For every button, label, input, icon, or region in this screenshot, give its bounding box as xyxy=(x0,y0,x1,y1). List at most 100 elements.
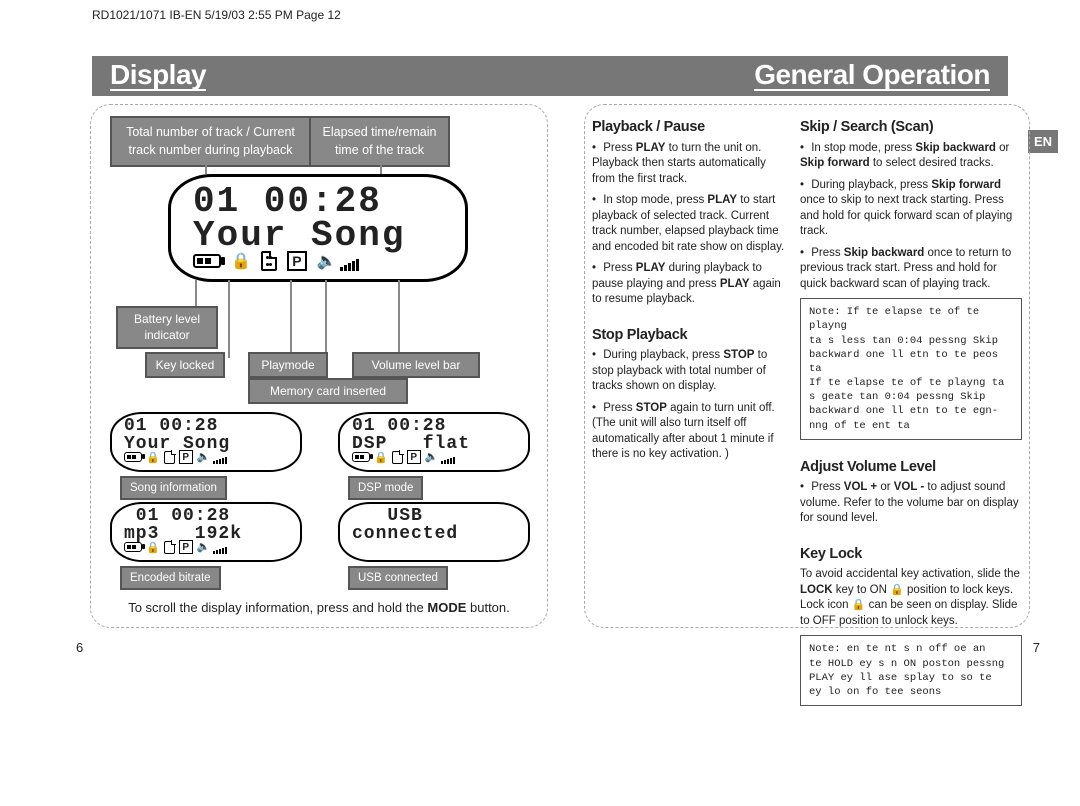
callout-keylocked: Key locked xyxy=(145,352,225,378)
lcd-line2: Your Song xyxy=(193,215,405,256)
lcd-icon-row: P 🔈 xyxy=(193,251,359,271)
body-bold: PLAY xyxy=(720,278,750,290)
bottom-scroll-note: To scroll the display information, press… xyxy=(110,600,528,615)
body-text: During playback, press xyxy=(603,349,723,361)
playmode-icon: P xyxy=(179,540,193,554)
mini-lcd-line: connected xyxy=(352,524,458,544)
heading-playback: Playback / Pause xyxy=(592,118,790,138)
body-bold: Skip forward xyxy=(931,179,1001,191)
lock-icon: 🔒 xyxy=(852,599,866,611)
body-bold: PLAY xyxy=(636,142,666,154)
memory-card-icon xyxy=(261,251,277,271)
body-bold: STOP xyxy=(723,349,754,361)
body-text: Press xyxy=(811,247,844,259)
note-text: button. xyxy=(466,600,509,615)
lock-icon xyxy=(374,448,388,466)
body-text: During playback, press xyxy=(811,179,931,191)
volume-section: Adjust Volume Level • Press VOL + or VOL… xyxy=(800,458,1022,527)
heading-keylock: Key Lock xyxy=(800,545,1022,565)
playmode-icon: P xyxy=(287,251,307,271)
right-page-col-left: Playback / Pause • Press PLAY to turn th… xyxy=(592,118,790,481)
body-bold: LOCK xyxy=(800,584,833,596)
memory-card-icon xyxy=(164,541,175,554)
battery-icon xyxy=(124,542,142,552)
callout-line xyxy=(380,160,382,174)
stop-section: Stop Playback • During playback, press S… xyxy=(592,326,790,463)
battery-icon xyxy=(124,452,142,462)
volume-icon: 🔈 xyxy=(317,251,359,271)
body-text: or xyxy=(877,481,894,493)
mini-lcd-usb: USB connected xyxy=(338,502,530,562)
body-text: Press xyxy=(603,142,636,154)
mini-caption: Song information xyxy=(120,476,227,500)
body-text: In stop mode, press xyxy=(603,194,707,206)
playback-section: Playback / Pause • Press PLAY to turn th… xyxy=(592,118,790,308)
page-number-right: 7 xyxy=(1033,640,1040,655)
heading-stop: Stop Playback xyxy=(592,326,790,346)
body-text: key to ON xyxy=(833,584,891,596)
keylock-section: Key Lock To avoid accidental key activat… xyxy=(800,545,1022,706)
lock-icon xyxy=(146,538,160,556)
right-page-col-right: Skip / Search (Scan) • In stop mode, pre… xyxy=(800,118,1022,724)
lock-icon: 🔒 xyxy=(890,584,904,596)
body-text: Press xyxy=(603,402,636,414)
callout-playmode: Playmode xyxy=(248,352,328,378)
body-bold: Skip forward xyxy=(800,157,870,169)
body-text: To avoid accidental key activation, slid… xyxy=(800,568,1020,580)
mini-lcd-line: 01 00:28 xyxy=(124,416,218,436)
battery-icon xyxy=(352,452,370,462)
callout-line xyxy=(398,280,400,358)
callout-line xyxy=(205,160,207,174)
volume-icon: 🔈 xyxy=(197,450,228,464)
section-title-right: General Operation xyxy=(754,61,990,91)
mini-caption: USB connected xyxy=(348,566,448,590)
heading-volume: Adjust Volume Level xyxy=(800,458,1022,478)
heading-skip: Skip / Search (Scan) xyxy=(800,118,1022,138)
body-text: Press xyxy=(811,481,844,493)
playmode-icon: P xyxy=(407,450,421,464)
mini-lcd-line: USB xyxy=(352,506,423,526)
language-tab: EN xyxy=(1028,130,1058,153)
page-number-left: 6 xyxy=(76,640,83,655)
mini-lcd-bitrate: 01 00:28 mp3 192k P 🔈 xyxy=(110,502,302,562)
skip-section: Skip / Search (Scan) • In stop mode, pre… xyxy=(800,118,1022,440)
callout-line xyxy=(290,280,292,352)
section-bar-general: General Operation xyxy=(550,56,1008,96)
mini-lcd-dsp: 01 00:28 DSP flat P 🔈 xyxy=(338,412,530,472)
body-text: In stop mode, press xyxy=(811,142,915,154)
callout-line xyxy=(228,280,230,358)
mini-icon-row: P 🔈 xyxy=(352,448,455,466)
note-keylock: Note: en te nt s n off oe an te HOLD ey … xyxy=(800,635,1022,706)
body-bold: PLAY xyxy=(707,194,737,206)
body-bold: VOL - xyxy=(894,481,924,493)
memory-card-icon xyxy=(164,451,175,464)
body-bold: VOL + xyxy=(844,481,877,493)
mini-icon-row: P 🔈 xyxy=(124,448,227,466)
body-bold: Skip backward xyxy=(844,247,925,259)
body-text: to select desired tracks. xyxy=(870,157,994,169)
volume-icon: 🔈 xyxy=(197,540,228,554)
note-text: To scroll the display information, press… xyxy=(128,600,427,615)
mini-caption: DSP mode xyxy=(348,476,423,500)
body-bold: PLAY xyxy=(636,262,666,274)
callout-memory: Memory card inserted xyxy=(248,378,408,404)
note-bold: MODE xyxy=(427,600,466,615)
body-text: or xyxy=(996,142,1009,154)
mini-caption: Encoded bitrate xyxy=(120,566,221,590)
body-bold: Skip backward xyxy=(915,142,996,154)
lock-icon xyxy=(146,448,160,466)
callout-track-number: Total number of track / Current track nu… xyxy=(110,116,310,167)
callout-volume: Volume level bar xyxy=(352,352,480,378)
lcd-main: 01 00:28 Your Song P 🔈 xyxy=(168,174,468,282)
mini-lcd-line: 01 00:28 xyxy=(124,506,230,526)
playmode-icon: P xyxy=(179,450,193,464)
section-bar-display: Display xyxy=(92,56,550,96)
mini-icon-row: P 🔈 xyxy=(124,538,227,556)
callout-battery: Battery level indicator xyxy=(116,306,218,349)
body-text: Press xyxy=(603,262,636,274)
battery-icon xyxy=(193,254,221,268)
mini-lcd-song-info: 01 00:28 Your Song P 🔈 xyxy=(110,412,302,472)
note-skip: Note: If te elapse te of te playng ta s … xyxy=(800,298,1022,440)
section-title-left: Display xyxy=(110,61,206,91)
body-text: once to skip to next track starting. Pre… xyxy=(800,194,1012,237)
